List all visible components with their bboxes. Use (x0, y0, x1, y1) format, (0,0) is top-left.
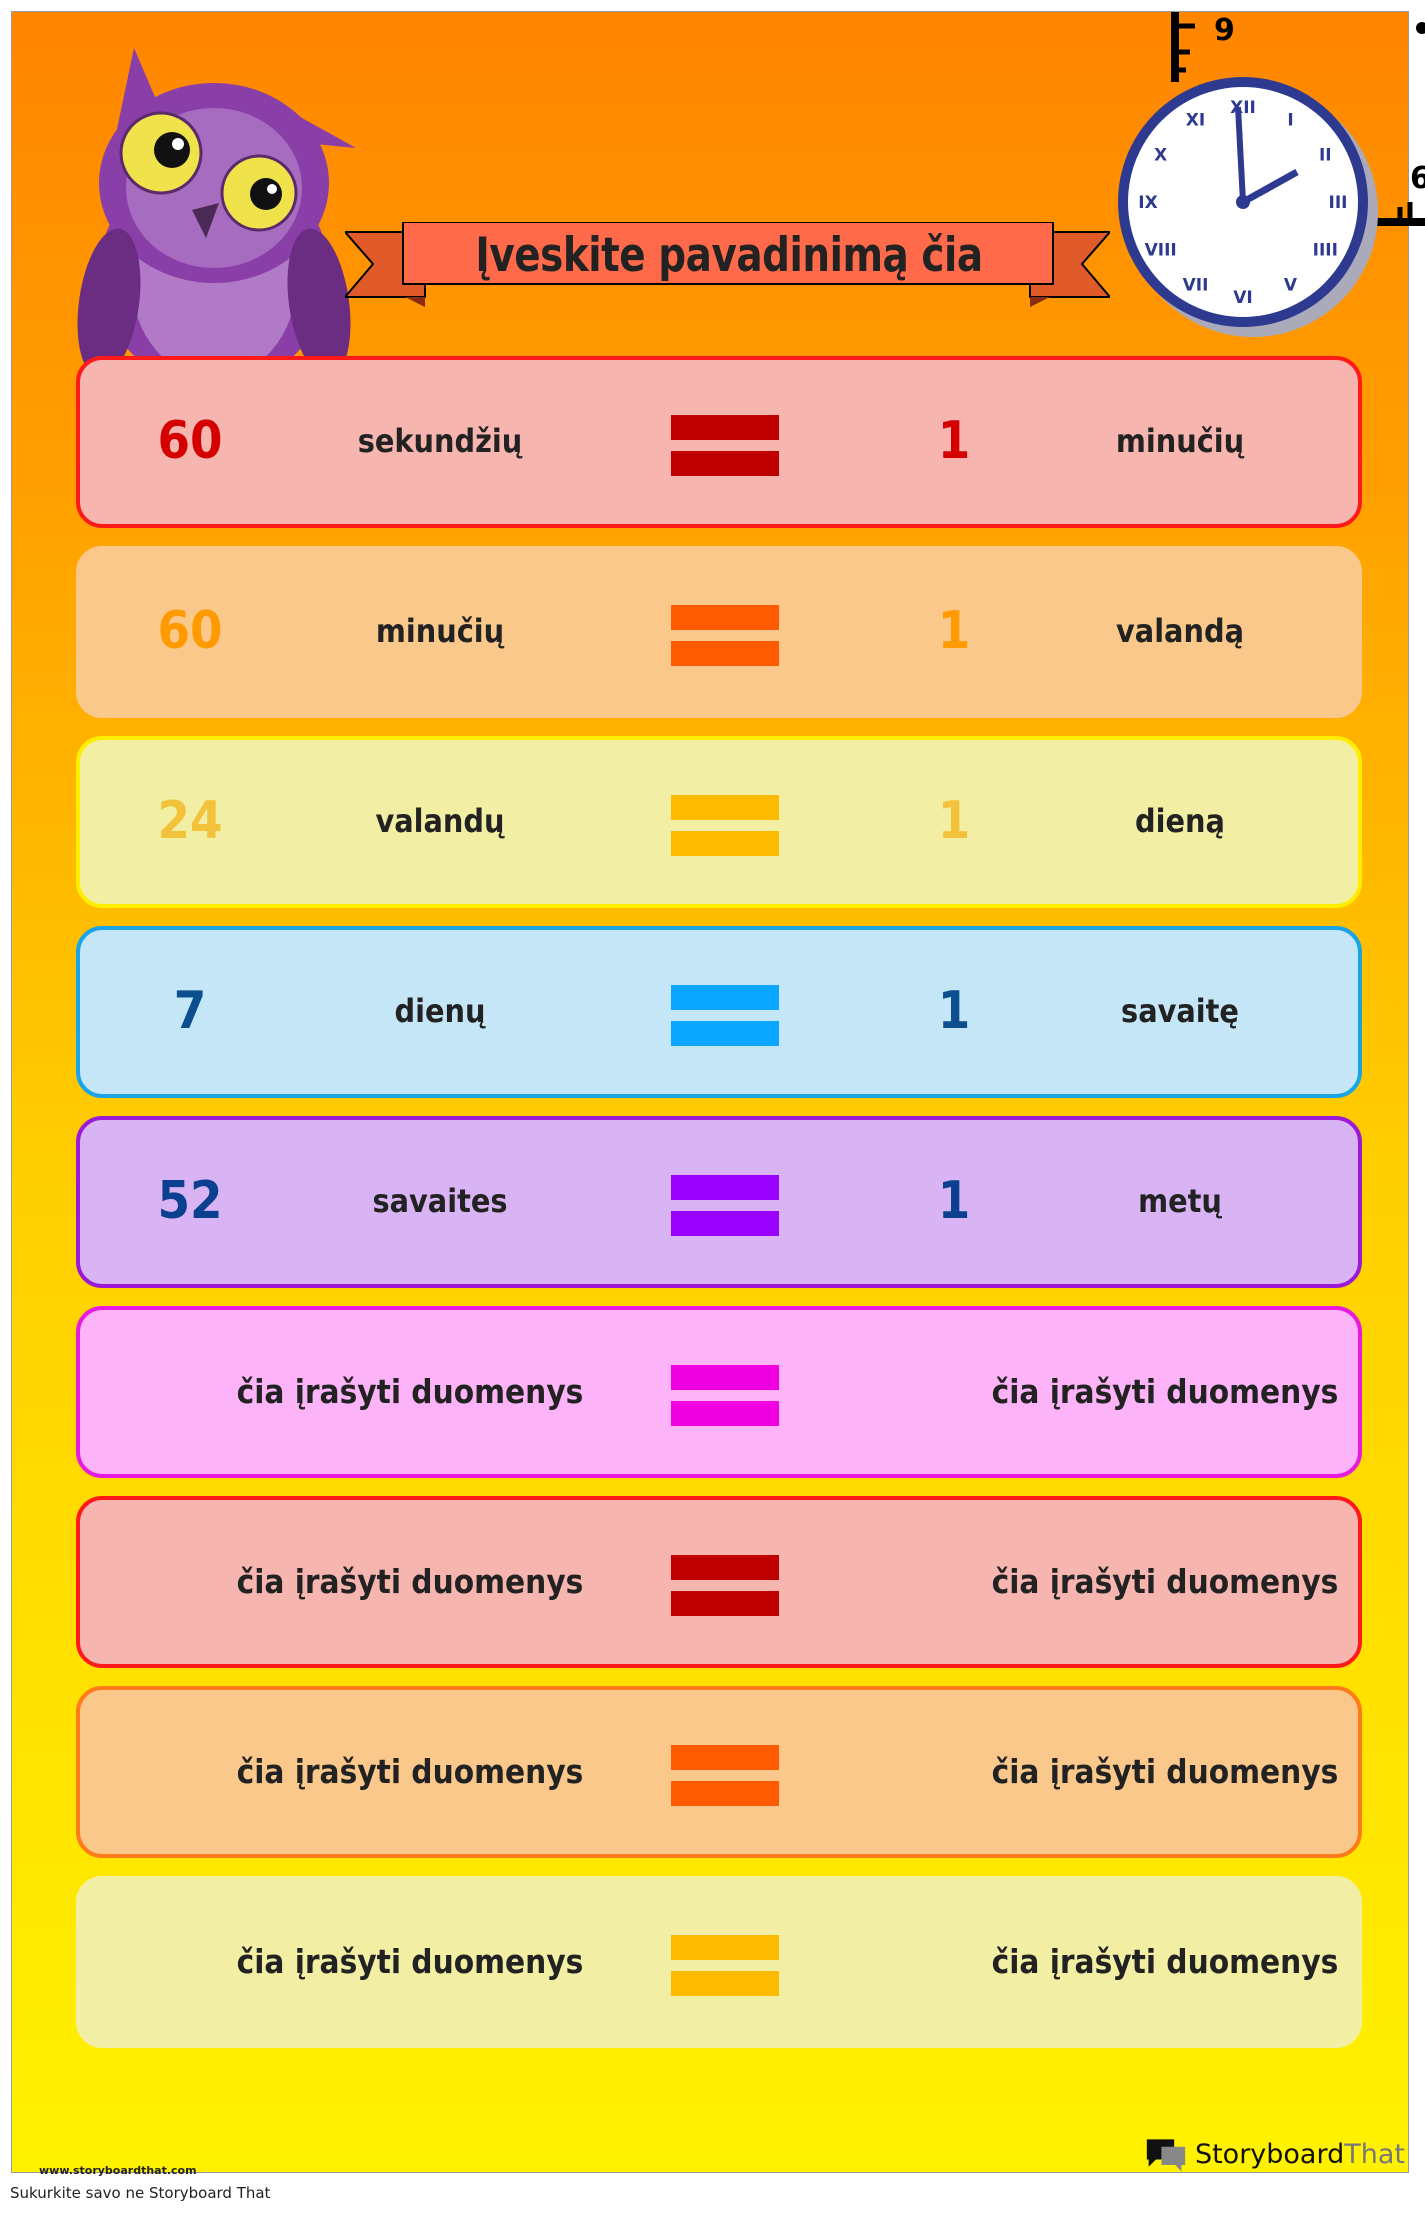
equals-icon (671, 1745, 779, 1806)
right-number[interactable]: 1 (937, 1171, 971, 1231)
conversion-row: 24 valandų 1 dieną (76, 736, 1362, 908)
equals-icon (671, 985, 779, 1046)
owl-illustration (77, 48, 356, 393)
left-unit[interactable]: dienų (394, 992, 486, 1030)
left-placeholder[interactable]: čia įrašyti duomenys (236, 1371, 584, 1411)
right-unit[interactable]: valandą (1116, 612, 1244, 650)
clock-numeral: III (1329, 193, 1348, 213)
clock-numeral: VI (1233, 288, 1252, 308)
storyboard-logo[interactable]: StoryboardThat (1145, 2134, 1405, 2174)
svg-text:6: 6 (1410, 161, 1425, 196)
clock-numeral: I (1287, 111, 1293, 131)
footer-url[interactable]: www.storyboardthat.com (39, 2164, 197, 2177)
right-unit[interactable]: metų (1138, 1182, 1222, 1220)
page-title[interactable]: Įveskite pavadinimą čia (475, 227, 983, 283)
right-unit[interactable]: dieną (1135, 802, 1225, 840)
ruler-label-top: 9 (1214, 13, 1235, 48)
right-placeholder[interactable]: čia įrašyti duomenys (991, 1751, 1339, 1791)
equals-icon (671, 1365, 779, 1426)
left-placeholder[interactable]: čia įrašyti duomenys (236, 1751, 584, 1791)
equals-icon (671, 1555, 779, 1616)
right-unit[interactable]: savaitę (1121, 992, 1239, 1030)
storyboard-logo-icon (1146, 2139, 1186, 2172)
clock-numeral: VIII (1145, 241, 1177, 261)
right-number[interactable]: 1 (937, 981, 971, 1041)
clock-numeral: XI (1186, 111, 1205, 131)
conversion-row: 7 dienų 1 savaitę (76, 926, 1362, 1098)
left-unit[interactable]: savaites (372, 1182, 508, 1220)
right-number[interactable]: 1 (937, 411, 971, 471)
left-number[interactable]: 24 (157, 791, 223, 851)
right-placeholder[interactable]: čia įrašyti duomenys (991, 1371, 1339, 1411)
equals-icon (671, 605, 779, 666)
clock-numeral: II (1319, 146, 1332, 166)
left-number[interactable]: 7 (173, 981, 207, 1041)
equals-icon (671, 415, 779, 476)
poster: Įveskite pavadinimą čia 9 6 XII I II III III… (11, 11, 1425, 2177)
left-placeholder[interactable]: čia įrašyti duomenys (236, 1941, 584, 1981)
conversion-row: čia įrašyti duomenys čia įrašyti duomenys (76, 1496, 1362, 1668)
caption: Sukurkite savo ne Storyboard That (10, 2184, 271, 2202)
right-number[interactable]: 1 (937, 791, 971, 851)
left-unit[interactable]: sekundžių (357, 422, 523, 460)
brand-part1: Storyboard (1194, 2138, 1345, 2170)
left-placeholder[interactable]: čia įrašyti duomenys (236, 1561, 584, 1601)
equals-icon (671, 1935, 779, 1996)
conversion-row: čia įrašyti duomenys čia įrašyti duomenys (76, 1876, 1362, 2048)
clock-numeral: X (1154, 146, 1167, 166)
clock-numeral: V (1284, 275, 1298, 295)
left-number[interactable]: 60 (157, 601, 223, 661)
clock-numeral: VII (1183, 275, 1209, 295)
left-number[interactable]: 52 (157, 1171, 223, 1231)
right-number[interactable]: 1 (937, 601, 971, 661)
title-ribbon (345, 222, 1110, 307)
conversion-row: 60 sekundžių 1 minučių (76, 356, 1362, 528)
right-placeholder[interactable]: čia įrašyti duomenys (991, 1941, 1339, 1981)
conversion-row: čia įrašyti duomenys čia įrašyti duomenys (76, 1306, 1362, 1478)
brand-part2: That (1344, 2138, 1405, 2170)
clock-numeral: IX (1138, 193, 1157, 213)
equals-icon (671, 795, 779, 856)
equals-icon (671, 1175, 779, 1236)
left-unit[interactable]: minučių (375, 612, 505, 650)
conversion-row: 52 savaites 1 metų (76, 1116, 1362, 1288)
clock-numeral: XII (1230, 98, 1256, 118)
conversion-row: 60 minučių 1 valandą (76, 546, 1362, 718)
right-unit[interactable]: minučių (1115, 422, 1245, 460)
left-unit[interactable]: valandų (375, 802, 505, 840)
left-number[interactable]: 60 (157, 411, 223, 471)
conversion-row: čia įrašyti duomenys čia įrašyti duomenys (76, 1686, 1362, 1858)
right-placeholder[interactable]: čia įrašyti duomenys (991, 1561, 1339, 1601)
clock-numeral: IIII (1313, 241, 1338, 261)
